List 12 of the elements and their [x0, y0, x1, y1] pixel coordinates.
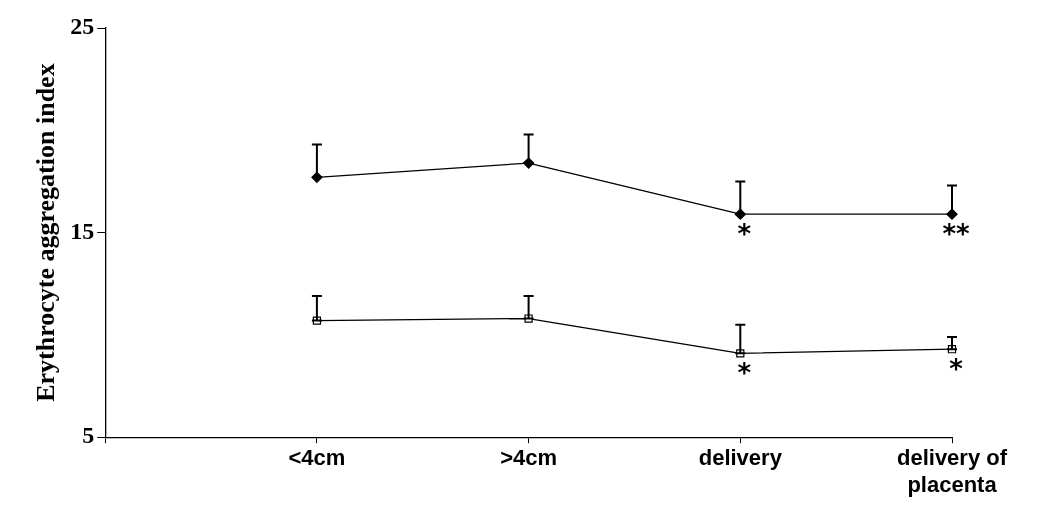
annotation: *: [737, 358, 752, 389]
annotation: **: [942, 218, 970, 249]
y-tick-label: 5: [82, 422, 95, 449]
annotation: *: [949, 353, 964, 384]
x-tick-label: <4cm: [288, 445, 346, 471]
annotation: *: [737, 218, 752, 249]
x-tick-label: >4cm: [500, 445, 558, 471]
y-tick-label: 15: [70, 217, 95, 244]
x-tick-label: delivery of placenta: [896, 445, 1008, 497]
y-axis-title: Erythrocyte aggregation index: [31, 63, 61, 402]
x-tick-label: delivery: [698, 445, 783, 471]
y-tick-label: 25: [70, 13, 95, 40]
